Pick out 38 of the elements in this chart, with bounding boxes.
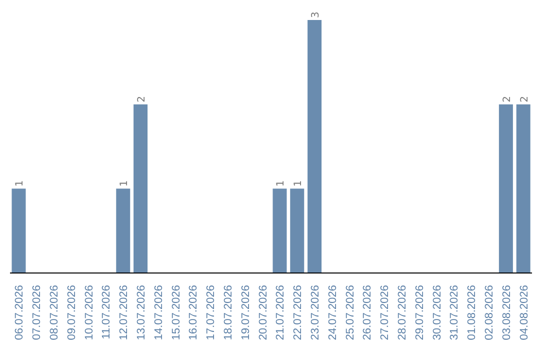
data-label: 1: [14, 180, 26, 187]
x-tick-label: 23.07.2026: [310, 285, 322, 340]
x-tick-label: 16.07.2026: [188, 285, 200, 340]
x-tick-label: 15.07.2026: [170, 285, 182, 340]
x-tick-label: 07.07.2026: [31, 285, 44, 340]
x-tick-label: 13.07.2026: [136, 285, 148, 340]
data-label: 2: [502, 96, 513, 102]
x-tick-label: 11.07.2026: [100, 285, 113, 340]
x-tick-label: 06.07.2026: [14, 285, 26, 340]
x-tick-label: 24.07.2026: [326, 285, 339, 340]
x-tick-label: 21.07.2026: [274, 285, 287, 340]
data-label: 2: [136, 96, 148, 102]
x-tick-label: 17.07.2026: [205, 285, 218, 340]
data-label: 1: [276, 180, 287, 187]
x-tick-label: 29.07.2026: [414, 285, 426, 340]
x-tick-label: 31.07.2026: [448, 285, 461, 340]
x-tick-label: 03.08.2026: [500, 285, 513, 340]
x-tick-label: 18.07.2026: [222, 285, 234, 340]
x-tick-label: 25.07.2026: [344, 285, 356, 340]
x-tick-label: 30.07.2026: [431, 285, 444, 340]
x-tick-label: 14.07.2026: [152, 285, 165, 340]
data-label: 1: [119, 180, 130, 187]
x-tick-label: 12.07.2026: [118, 285, 130, 340]
x-tick-label: 28.07.2026: [396, 285, 408, 340]
x-tick-label: 22.07.2026: [292, 285, 304, 340]
data-label: 3: [310, 12, 322, 18]
x-tick-label: 10.07.2026: [83, 285, 96, 340]
x-tick-label: 26.07.2026: [362, 285, 374, 340]
x-tick-label: 27.07.2026: [379, 285, 392, 340]
data-label: 2: [519, 96, 530, 102]
x-tick-label: 20.07.2026: [257, 285, 270, 340]
x-tick-label: 09.07.2026: [66, 285, 78, 340]
x-tick-label: 04.08.2026: [518, 285, 530, 340]
x-tick-label: 19.07.2026: [240, 285, 252, 340]
x-tick-label: 02.08.2026: [484, 285, 496, 340]
x-tick-label: 08.07.2026: [48, 285, 60, 340]
data-label: 1: [293, 180, 304, 187]
x-tick-label: 01.08.2026: [466, 285, 478, 340]
